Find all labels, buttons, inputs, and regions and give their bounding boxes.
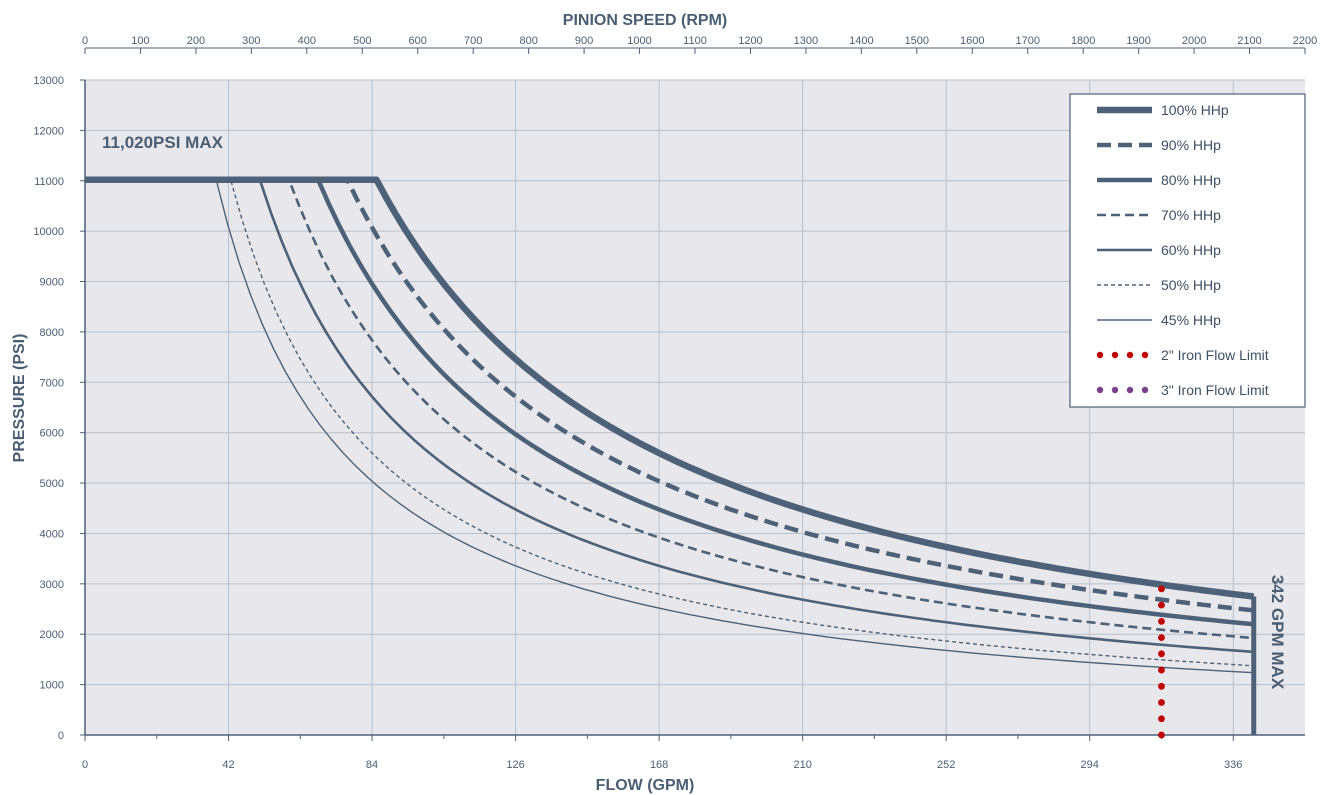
- x2-axis-title: PINION SPEED (RPM): [563, 12, 727, 29]
- legend-swatch-dot: [1096, 351, 1104, 359]
- x-axis-title: FLOW (GPM): [596, 777, 695, 794]
- x2-tick-label: 1800: [1071, 35, 1095, 47]
- iron-limit-dot: [1158, 650, 1165, 658]
- legend-label: 100% HHp: [1161, 102, 1229, 118]
- legend-label: 60% HHp: [1161, 242, 1221, 258]
- x2-tick-label: 0: [82, 35, 88, 47]
- x2-tick-label: 1900: [1126, 35, 1150, 47]
- x-tick-label: 210: [793, 759, 811, 771]
- iron-limit-dot: [1158, 617, 1165, 625]
- y-tick-label: 4000: [40, 528, 64, 540]
- x2-tick-label: 900: [575, 35, 593, 47]
- x-tick-label: 126: [506, 759, 524, 771]
- x2-tick-label: 1700: [1015, 35, 1039, 47]
- iron-limit-dot: [1158, 731, 1165, 739]
- x2-tick-label: 400: [298, 35, 316, 47]
- iron-limit-dot: [1158, 634, 1165, 641]
- x-tick-label: 336: [1224, 759, 1242, 771]
- iron-limit-dot: [1158, 715, 1165, 723]
- x2-tick-label: 200: [187, 35, 205, 47]
- series-line-4: [85, 178, 1254, 654]
- x2-tick-label: 2100: [1237, 35, 1261, 47]
- x2-tick-label: 100: [131, 35, 149, 47]
- legend-label: 90% HHp: [1161, 137, 1221, 153]
- series-line-3: [85, 178, 1254, 640]
- iron-limit-dot: [1158, 601, 1165, 609]
- iron-flow-limit-layer: [1158, 585, 1165, 739]
- x2-tick-label: 1000: [627, 35, 651, 47]
- x-tick-label: 84: [366, 759, 378, 771]
- series-line-6: [85, 179, 1254, 674]
- legend-swatch-dot: [1111, 351, 1119, 359]
- x2-tick-label: 1500: [905, 35, 929, 47]
- x2-tick-label: 2000: [1182, 35, 1206, 47]
- legend-label: 3" Iron Flow Limit: [1161, 382, 1269, 398]
- axes: [80, 47, 1306, 741]
- series-line-2: [85, 177, 1254, 627]
- x2-tick-label: 600: [409, 35, 427, 47]
- x-tick-label: 252: [937, 759, 955, 771]
- legend: 100% HHp 90% HHp 80% HHp 70% HHp 60% HHp 50% …: [1069, 93, 1306, 408]
- x-tick-label: 0: [82, 759, 88, 771]
- y-tick-label: 5000: [40, 478, 64, 490]
- iron-limit-dot: [1158, 682, 1165, 690]
- x-tick-label: 294: [1081, 759, 1099, 771]
- iron-limit-dot: [1158, 585, 1165, 593]
- x2-tick-label: 1100: [683, 35, 707, 47]
- y-tick-label: 0: [58, 730, 64, 742]
- series-layer: [85, 176, 1257, 735]
- series-line-1: [85, 177, 1254, 613]
- y-axis-title: PRESSURE (PSI): [11, 334, 28, 463]
- y-tick-label: 10000: [33, 226, 64, 238]
- x2-tick-label: 500: [353, 35, 371, 47]
- flow-max-annotation: 342 GPM MAX: [1268, 575, 1287, 690]
- pressure-max-annotation: 11,020PSI MAX: [102, 133, 224, 152]
- y-tick-label: 2000: [40, 629, 64, 641]
- x2-tick-label: 1200: [738, 35, 762, 47]
- x-tick-label: 42: [222, 759, 234, 771]
- y-tick-label: 1000: [40, 680, 64, 692]
- legend-label: 2" Iron Flow Limit: [1161, 347, 1269, 363]
- series-line-0: [85, 176, 1255, 600]
- legend-swatch-dot: [1126, 351, 1134, 359]
- series-line-5: [85, 179, 1254, 667]
- y-tick-label: 6000: [40, 428, 64, 440]
- y-tick-label: 8000: [40, 327, 64, 339]
- legend-label: 45% HHp: [1161, 312, 1221, 328]
- legend-swatch-dot: [1096, 386, 1104, 394]
- legend-swatch-dot: [1126, 386, 1134, 394]
- y-tick-label: 11000: [34, 176, 64, 188]
- iron-limit-dot: [1158, 699, 1165, 706]
- legend-swatch-dot: [1141, 386, 1149, 394]
- legend-swatch-dot: [1141, 351, 1149, 359]
- y-tick-label: 9000: [40, 277, 64, 289]
- x2-tick-label: 800: [519, 35, 537, 47]
- legend-label: 80% HHp: [1161, 172, 1221, 188]
- x2-tick-label: 300: [242, 35, 260, 47]
- legend-swatch-dot: [1111, 386, 1119, 394]
- tick-labels: 0 42 84 126 168 210 252 294 336 0 100 200 300 400 500 6…: [33, 35, 1317, 771]
- x2-tick-label: 1400: [849, 35, 873, 47]
- iron-limit-dot: [1158, 666, 1165, 674]
- x2-tick-label: 1600: [960, 35, 984, 47]
- y-tick-label: 3000: [40, 579, 64, 591]
- x2-tick-label: 1300: [794, 35, 818, 47]
- legend-label: 70% HHp: [1161, 207, 1221, 223]
- y-tick-label: 13000: [33, 75, 64, 87]
- x2-tick-label: 2200: [1293, 35, 1317, 47]
- x2-tick-label: 700: [464, 35, 482, 47]
- x-tick-label: 168: [650, 759, 668, 771]
- y-tick-label: 7000: [40, 377, 64, 389]
- legend-label: 50% HHp: [1161, 277, 1221, 293]
- y-tick-label: 12000: [33, 125, 64, 137]
